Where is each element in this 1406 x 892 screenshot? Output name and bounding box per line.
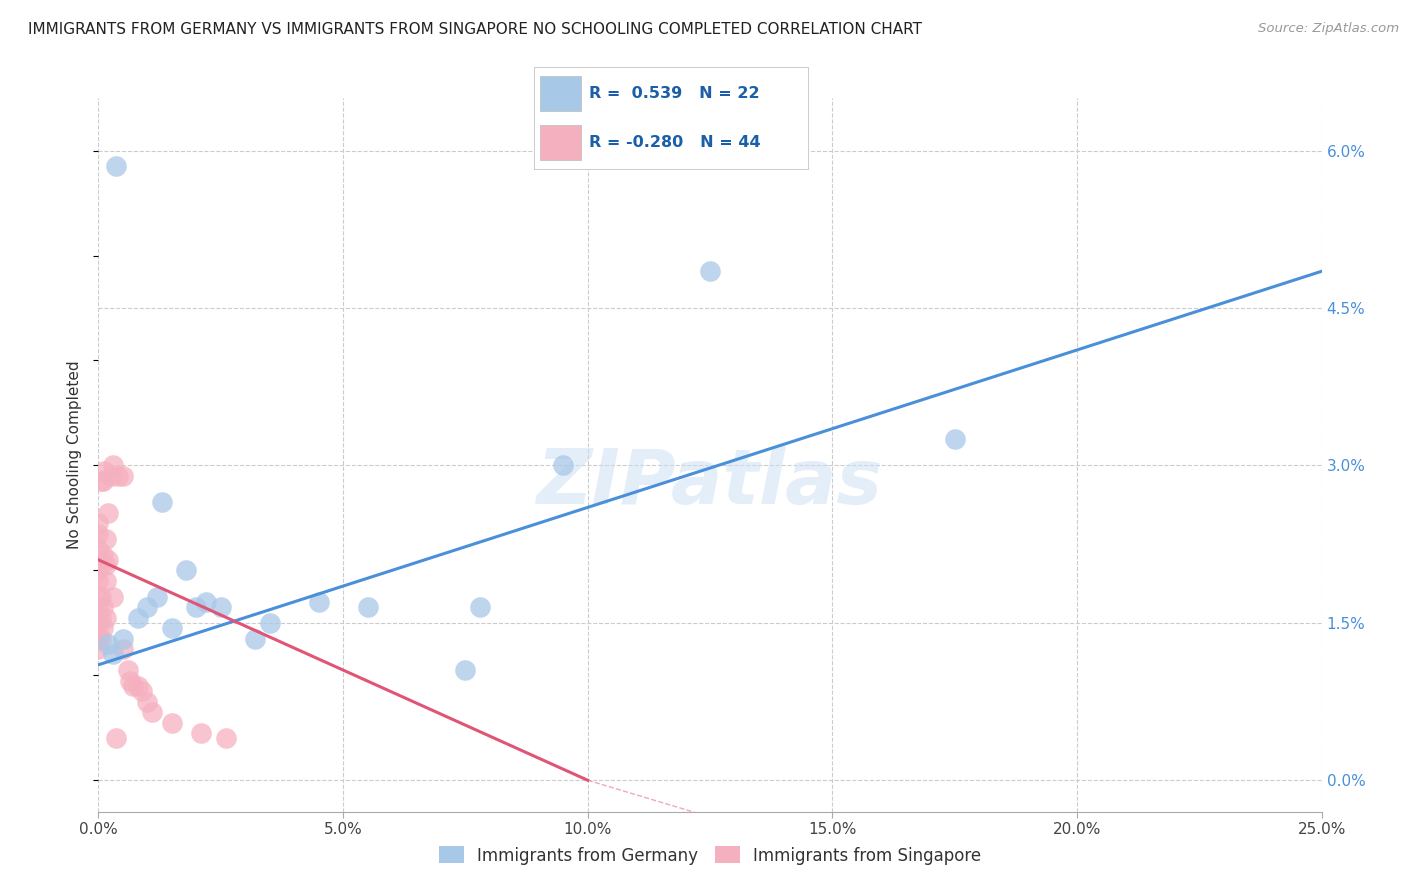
Point xyxy=(111,632,134,646)
Text: IMMIGRANTS FROM GERMANY VS IMMIGRANTS FROM SINGAPORE NO SCHOOLING COMPLETED CORR: IMMIGRANTS FROM GERMANY VS IMMIGRANTS FR… xyxy=(28,22,922,37)
Point xyxy=(87,590,110,604)
Point xyxy=(90,610,112,624)
Point xyxy=(454,663,477,677)
Text: Source: ZipAtlas.com: Source: ZipAtlas.com xyxy=(1258,22,1399,36)
Point xyxy=(943,432,966,446)
Point xyxy=(176,563,198,577)
Point xyxy=(87,542,110,557)
Point xyxy=(97,637,120,651)
Point xyxy=(117,663,139,677)
Point xyxy=(87,574,110,588)
Point xyxy=(87,642,110,657)
Point xyxy=(104,159,127,173)
Text: R = -0.280   N = 44: R = -0.280 N = 44 xyxy=(589,136,761,151)
Point xyxy=(101,648,124,662)
Point xyxy=(87,621,110,635)
Point xyxy=(97,506,120,520)
Point xyxy=(127,679,149,693)
Point xyxy=(101,590,124,604)
Point xyxy=(127,610,149,624)
Point xyxy=(120,673,142,688)
Point xyxy=(553,458,575,473)
Point xyxy=(699,264,721,278)
Point xyxy=(87,610,110,624)
Point xyxy=(94,574,117,588)
Point xyxy=(121,679,143,693)
Point xyxy=(131,684,153,698)
Point xyxy=(136,694,159,708)
Point xyxy=(186,600,208,615)
Text: ZIPatlas: ZIPatlas xyxy=(537,447,883,520)
Point xyxy=(136,600,159,615)
Point xyxy=(160,715,183,730)
Point xyxy=(91,474,114,488)
Point xyxy=(87,526,110,541)
Point xyxy=(243,632,266,646)
Point xyxy=(160,621,183,635)
Point xyxy=(190,726,212,740)
Point xyxy=(91,548,114,562)
Point xyxy=(111,469,134,483)
Point xyxy=(101,458,124,473)
Point xyxy=(195,595,218,609)
Point xyxy=(94,532,117,546)
Point xyxy=(308,595,330,609)
Point xyxy=(87,553,110,567)
FancyBboxPatch shape xyxy=(540,76,581,111)
Point xyxy=(107,469,129,483)
Text: R =  0.539   N = 22: R = 0.539 N = 22 xyxy=(589,86,759,101)
FancyBboxPatch shape xyxy=(540,126,581,161)
Point xyxy=(90,632,112,646)
Point xyxy=(214,731,236,746)
Point xyxy=(93,464,115,478)
Point xyxy=(91,600,114,615)
Point xyxy=(141,705,163,719)
Point xyxy=(468,600,491,615)
Point xyxy=(100,469,122,483)
Point xyxy=(87,563,110,577)
Point xyxy=(259,615,281,630)
Point xyxy=(111,642,134,657)
Point xyxy=(94,610,117,624)
Point xyxy=(209,600,232,615)
Point xyxy=(150,495,173,509)
Point xyxy=(94,558,117,573)
Point xyxy=(87,516,110,530)
Legend: Immigrants from Germany, Immigrants from Singapore: Immigrants from Germany, Immigrants from… xyxy=(432,839,988,871)
Point xyxy=(91,621,114,635)
Point xyxy=(90,474,112,488)
Y-axis label: No Schooling Completed: No Schooling Completed xyxy=(67,360,83,549)
Point xyxy=(87,632,110,646)
Point xyxy=(90,590,112,604)
Point xyxy=(97,553,120,567)
Point xyxy=(146,590,169,604)
Point xyxy=(104,731,127,746)
Point xyxy=(87,600,110,615)
Point xyxy=(356,600,378,615)
